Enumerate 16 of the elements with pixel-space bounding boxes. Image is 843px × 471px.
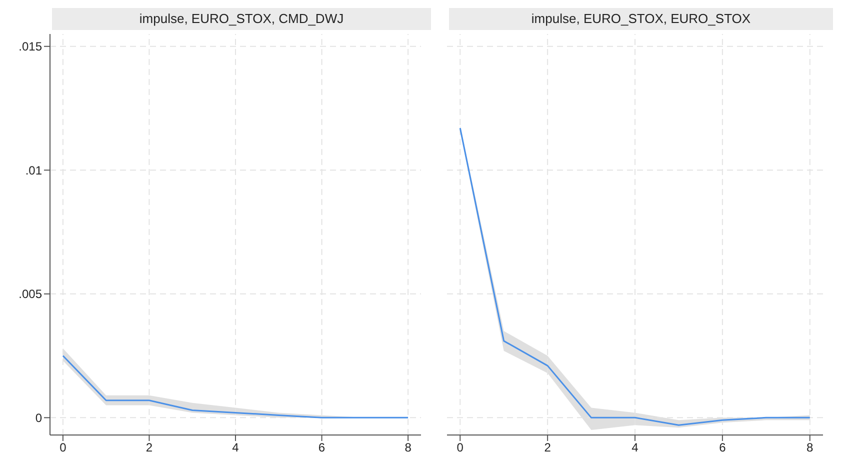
x-tick-label: 0 bbox=[60, 440, 67, 455]
x-tick-label: 4 bbox=[632, 440, 639, 455]
x-tick-label: 0 bbox=[456, 440, 464, 455]
x-tick-label: 8 bbox=[806, 440, 814, 455]
x-tick-label: 8 bbox=[404, 440, 412, 455]
y-tick-label: .01 bbox=[25, 163, 42, 178]
x-tick-label: 4 bbox=[232, 440, 240, 455]
x-tick-label: 2 bbox=[146, 440, 153, 455]
chart-title: impulse, EURO_STOX, EURO_STOX bbox=[449, 8, 833, 30]
x-tick-label: 6 bbox=[719, 440, 726, 455]
y-tick-label: .005 bbox=[18, 287, 42, 302]
x-tick-label: 6 bbox=[318, 440, 326, 455]
y-tick-label: .015 bbox=[18, 40, 42, 54]
x-tick-label: 2 bbox=[544, 440, 552, 455]
y-tick-label: 0 bbox=[35, 410, 42, 425]
chart-title: impulse, EURO_STOX, CMD_DWJ bbox=[52, 8, 431, 30]
